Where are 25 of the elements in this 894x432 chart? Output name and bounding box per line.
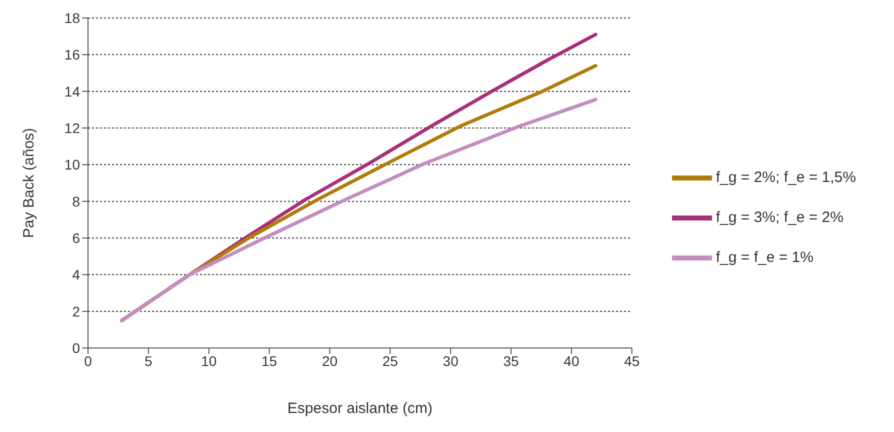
x-tick-label: 0 bbox=[84, 352, 92, 369]
x-tick-label: 25 bbox=[382, 352, 398, 369]
x-tick-label: 30 bbox=[442, 352, 459, 369]
x-tick-label: 15 bbox=[262, 352, 278, 369]
y-tick-label: 18 bbox=[64, 10, 80, 26]
x-tick-label: 10 bbox=[201, 352, 217, 369]
y-tick-label: 6 bbox=[72, 230, 80, 246]
legend-label: f_g = f_e = 1% bbox=[716, 248, 814, 266]
x-tick-label: 5 bbox=[144, 352, 153, 369]
y-tick-label: 2 bbox=[72, 303, 80, 320]
x-axis-title: Espesor aislante (cm) bbox=[287, 400, 432, 417]
x-tick-label: 20 bbox=[322, 352, 338, 369]
x-tick-label: 35 bbox=[503, 352, 520, 369]
y-tick-label: 0 bbox=[72, 340, 80, 356]
y-tick-label: 12 bbox=[64, 120, 80, 136]
legend-label: f_g = 2%; f_e = 1,5% bbox=[716, 168, 856, 186]
y-tick-label: 8 bbox=[72, 193, 80, 210]
y-tick-label: 4 bbox=[72, 266, 80, 283]
x-tick-label: 40 bbox=[564, 352, 580, 369]
y-tick-label: 16 bbox=[64, 46, 80, 63]
y-axis-title: Pay Back (años) bbox=[20, 128, 38, 238]
x-tick-label: 45 bbox=[624, 352, 640, 369]
legend-label: f_g = 3%; f_e = 2% bbox=[716, 208, 844, 226]
y-tick-label: 14 bbox=[64, 83, 80, 100]
y-tick-label: 10 bbox=[64, 156, 80, 173]
